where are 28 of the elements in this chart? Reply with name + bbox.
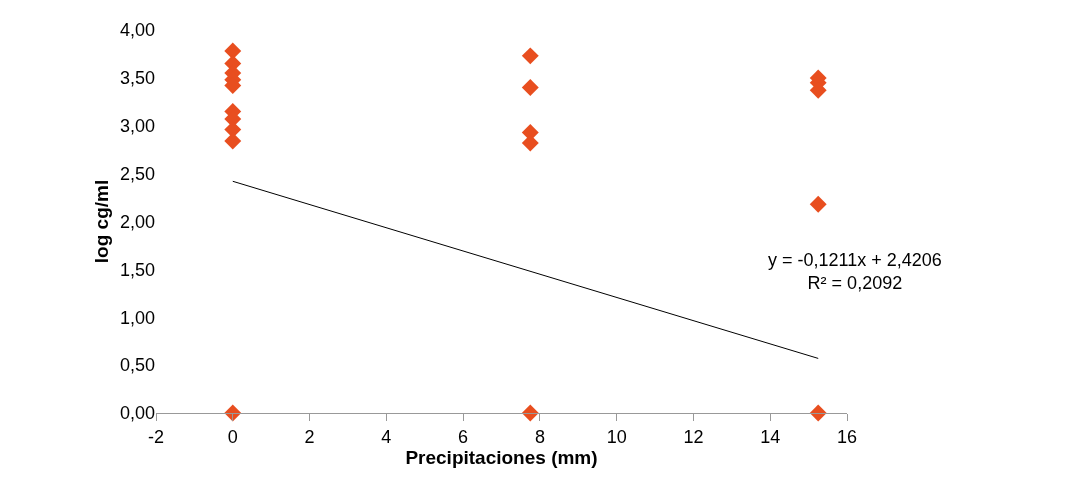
y-tick-label: 0,00 [119, 403, 155, 424]
x-tick-label: 10 [606, 426, 627, 447]
point [809, 404, 827, 422]
x-tick-label: 8 [534, 426, 545, 447]
y-tick-label: 1,00 [119, 307, 155, 328]
y-tick-label: 3,50 [119, 68, 155, 89]
x-tick-label: 12 [683, 426, 704, 447]
y-tick-label: 2,50 [119, 163, 155, 184]
point [224, 42, 242, 60]
y-axis-title: log cg/ml [91, 179, 112, 264]
annotation: y = -0,1211x + 2,4206 R² = 0,2092 [768, 250, 942, 294]
x-tick-label: 6 [458, 426, 469, 447]
x-tick-label: 0 [227, 426, 238, 447]
x-tick-label: 14 [760, 426, 781, 447]
point [521, 404, 539, 422]
y-tick-label: 0,50 [119, 355, 155, 376]
y-tick-label: 3,00 [119, 116, 155, 137]
y-tick-label: 4,00 [119, 20, 155, 41]
x-tick-label: -2 [147, 426, 165, 447]
x-tick-label: 2 [304, 426, 315, 447]
y-tick-label: 2,00 [119, 211, 155, 232]
x-tick-label: 4 [381, 426, 392, 447]
point [809, 195, 827, 213]
x-tick-label: 16 [836, 426, 858, 447]
x-axis-title: Precipitaciones (mm) [405, 446, 598, 468]
point [521, 79, 539, 96]
y-tick-label: 1,50 [119, 259, 155, 280]
point [521, 47, 539, 65]
